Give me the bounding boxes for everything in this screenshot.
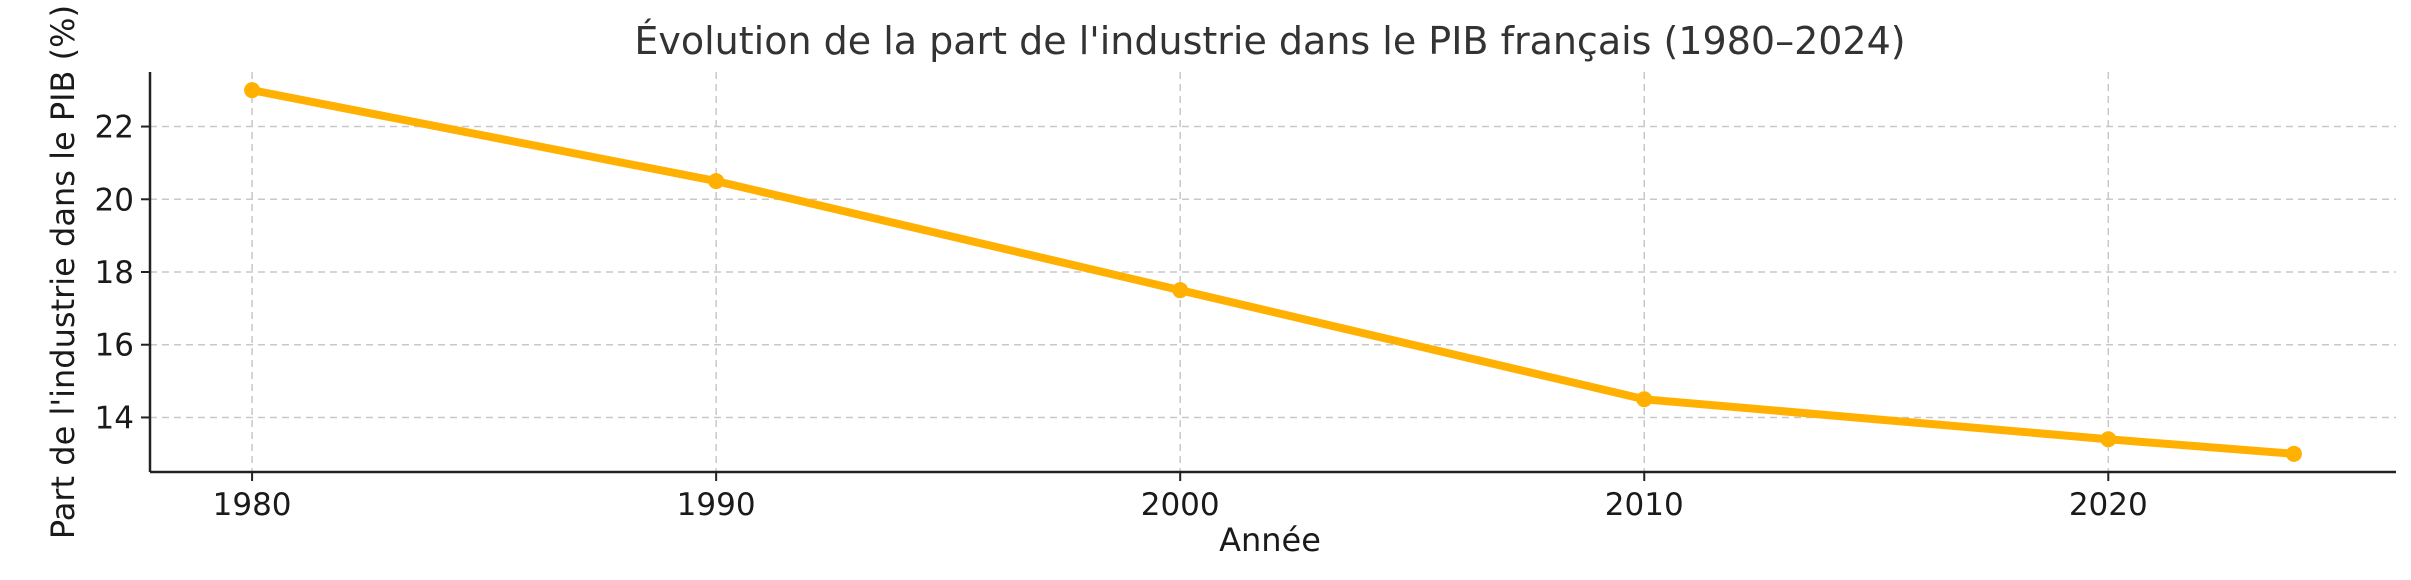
y-tick-label: 14	[95, 400, 134, 436]
x-axis-label: Année	[1219, 521, 1321, 559]
data-point-marker	[2285, 445, 2302, 462]
x-ticks: 1980 1990 2000 2010 2020	[213, 472, 2148, 523]
x-tick-label: 1980	[213, 487, 292, 523]
data-point-marker	[1172, 282, 1189, 299]
series	[244, 82, 2302, 462]
y-tick-label: 20	[95, 182, 134, 218]
series-line	[248, 86, 2298, 458]
grid-lines	[150, 72, 2396, 472]
chart-title: Évolution de la part de l'industrie dans…	[634, 19, 1905, 63]
data-point-marker	[244, 82, 261, 99]
y-tick-label: 16	[95, 328, 134, 364]
y-ticks: 14 16 18 20 22	[95, 110, 150, 436]
data-point-marker	[2100, 431, 2117, 448]
y-axis-label: Part de l'industrie dans le PIB (%)	[44, 5, 82, 539]
x-tick-label: 2020	[2069, 487, 2148, 523]
x-tick-label: 2010	[1605, 487, 1684, 523]
y-tick-label: 22	[95, 110, 134, 146]
y-tick-label: 18	[95, 255, 134, 291]
data-point-marker	[708, 173, 725, 190]
x-tick-label: 1990	[677, 487, 756, 523]
x-tick-label: 2000	[1141, 487, 1220, 523]
data-point-marker	[1636, 391, 1653, 408]
